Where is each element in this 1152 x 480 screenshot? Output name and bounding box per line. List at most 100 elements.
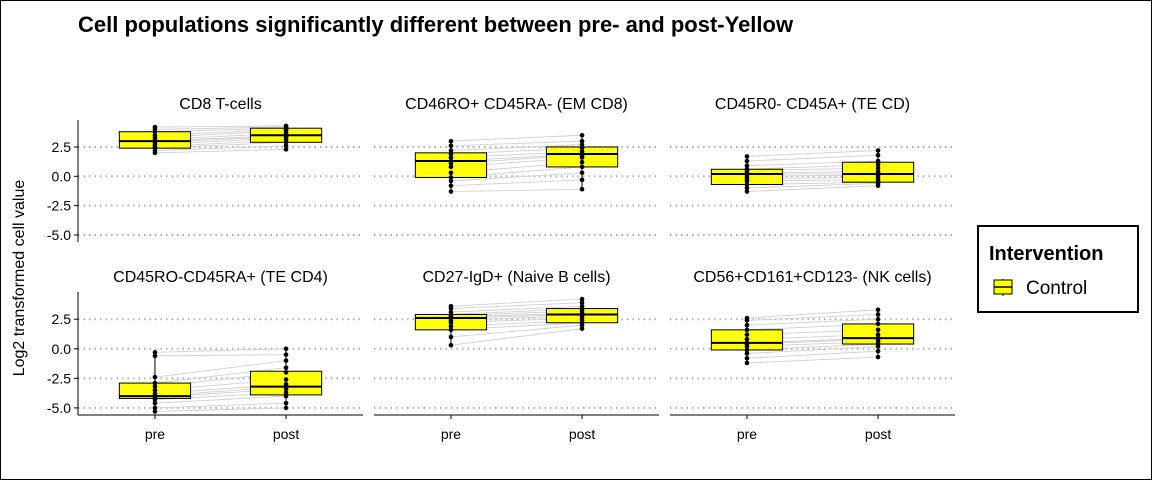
y-axis-label: Log2 transformed cell value (11, 180, 28, 377)
data-point (875, 327, 881, 333)
data-point (283, 400, 289, 406)
data-point (744, 189, 750, 194)
pair-line (154, 402, 287, 409)
pair-line (154, 360, 287, 378)
pair-line (746, 356, 879, 364)
data-point (744, 360, 750, 366)
data-point (448, 170, 454, 176)
y-tick-label: 0.0 (52, 168, 72, 184)
data-point (875, 165, 881, 171)
data-point (744, 182, 750, 187)
data-point (579, 164, 585, 170)
facet-panels: CD8 T-cells 2.5 0.0 -2.5 -5.0 CD46RO+ CD45RA-… (47, 96, 955, 442)
pair-line (154, 145, 287, 151)
data-point (744, 315, 750, 321)
facet-title: CD45RO-CD45RA+ (TE CD4) (113, 269, 328, 286)
data-point (579, 326, 585, 331)
data-point (875, 316, 881, 322)
data-point (875, 321, 881, 327)
legend-item-label: Control (1026, 278, 1087, 299)
data-point (283, 381, 289, 387)
data-point (152, 132, 158, 138)
data-point (152, 124, 158, 130)
legend: Intervention Control (977, 225, 1139, 313)
y-tick-label: -5.0 (47, 227, 71, 243)
data-point (283, 370, 289, 375)
pair-line (746, 150, 879, 157)
data-point (448, 303, 454, 309)
data-point (152, 387, 158, 393)
data-point (283, 147, 289, 152)
data-point (744, 355, 750, 361)
pair-line (746, 309, 879, 319)
pair-line (450, 140, 583, 147)
legend-key-control (993, 279, 1013, 296)
facet-title: CD56+CD161+CD123- (NK cells) (693, 269, 931, 286)
facet-panel: CD56+CD161+CD123- (NK cells) pre post (670, 269, 955, 442)
y-tick-label: -2.5 (47, 198, 71, 214)
data-point (283, 123, 289, 129)
data-point (579, 186, 585, 192)
data-point (875, 354, 881, 360)
pair-line (450, 179, 583, 187)
data-point (744, 340, 750, 346)
pair-line (154, 395, 287, 404)
data-point (875, 335, 881, 341)
x-tick-label: pre (441, 426, 461, 442)
data-point (448, 309, 454, 315)
pair-line (450, 188, 583, 193)
data-point (579, 177, 585, 183)
data-point (744, 158, 750, 164)
y-tick-label: -5.0 (47, 400, 71, 416)
pair-line (746, 350, 879, 359)
data-point (448, 164, 454, 170)
data-point (579, 300, 585, 305)
data-point (448, 327, 454, 333)
data-point (448, 342, 454, 348)
pair-line (450, 172, 583, 182)
pair-line (154, 407, 287, 412)
data-point (448, 175, 454, 180)
facet-title: CD27-IgD+ (Naive B cells) (422, 269, 610, 286)
data-point (744, 163, 750, 169)
data-point (875, 148, 881, 153)
pair-line (746, 154, 879, 162)
x-tick-label: pre (737, 426, 757, 442)
data-point (744, 185, 750, 191)
data-point (448, 334, 454, 340)
data-point (875, 158, 881, 164)
data-point (744, 166, 750, 172)
data-point (283, 352, 289, 357)
data-point (448, 189, 454, 194)
x-tick-label: pre (145, 426, 165, 442)
pair-line (746, 185, 879, 193)
data-point (152, 380, 158, 386)
data-point (152, 405, 158, 411)
data-point (448, 143, 454, 149)
data-point (875, 312, 881, 317)
pair-line (450, 134, 583, 142)
data-point (283, 143, 289, 149)
y-tick-label: 0.0 (52, 341, 72, 357)
facet-title: CD8 T-cells (179, 96, 261, 113)
pair-line (450, 324, 583, 338)
data-point (152, 391, 158, 397)
data-point (152, 374, 158, 380)
pair-line (746, 182, 879, 189)
facet-panel: CD46RO+ CD45RA- (EM CD8) (374, 96, 659, 236)
data-point (579, 149, 585, 154)
data-point (448, 151, 454, 157)
data-point (875, 332, 881, 337)
data-point (744, 351, 750, 356)
data-point (448, 323, 454, 329)
legend-title: Intervention (989, 243, 1103, 265)
data-point (579, 132, 585, 138)
pair-line (450, 305, 583, 313)
data-point (448, 158, 454, 164)
data-point (448, 155, 454, 160)
pair-line (450, 302, 583, 310)
facet-panel: CD27-IgD+ (Naive B cells) pre post (374, 269, 659, 442)
data-point (744, 322, 750, 328)
